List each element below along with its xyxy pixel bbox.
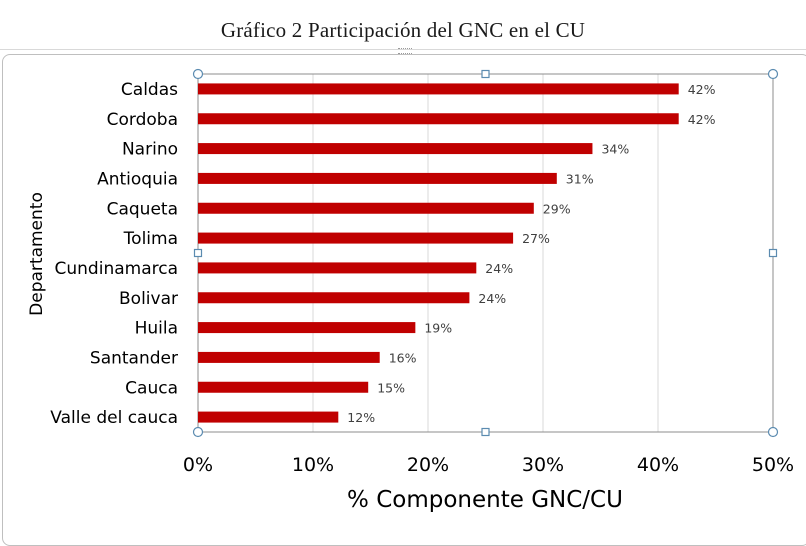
edge-handle[interactable] [193, 248, 203, 258]
x-tick-label: 50% [752, 454, 794, 476]
data-label: 15% [377, 380, 405, 395]
corner-handle[interactable] [192, 426, 204, 438]
bar[interactable] [198, 172, 557, 184]
data-label: 31% [566, 171, 594, 186]
category-label: Cauca [125, 378, 178, 398]
x-tick-label: 40% [637, 454, 679, 476]
corner-handle[interactable] [767, 68, 779, 80]
data-label: 42% [688, 112, 716, 127]
bars-group [198, 83, 679, 423]
bar[interactable] [198, 232, 514, 244]
x-tick-label: 10% [292, 454, 334, 476]
bar[interactable] [198, 202, 534, 214]
bar[interactable] [198, 143, 593, 155]
data-label: 27% [522, 231, 550, 246]
data-label: 42% [688, 82, 716, 97]
category-label: Huila [135, 319, 178, 339]
selection-handles[interactable] [192, 68, 779, 438]
category-label: Narino [122, 140, 178, 160]
data-label: 19% [424, 321, 452, 336]
plot-area-border[interactable] [197, 73, 774, 433]
edge-handle[interactable] [481, 69, 490, 79]
page-divider [0, 49, 806, 50]
bar[interactable] [198, 322, 416, 334]
figure-caption: Gráfico 2 Participación del GNC en el CU [220, 18, 586, 42]
x-axis-title: % Componente GNC/CU [347, 487, 623, 513]
bar[interactable] [198, 292, 470, 304]
x-tick-label: 30% [522, 454, 564, 476]
resize-grip-icon[interactable] [398, 48, 412, 54]
category-label: Cordoba [107, 110, 178, 130]
category-label: Bolivar [119, 289, 178, 309]
gridlines [312, 74, 659, 432]
category-label: Caldas [121, 80, 178, 100]
bar[interactable] [198, 262, 477, 274]
category-label: Antioquia [97, 169, 178, 189]
category-label: Tolima [123, 229, 178, 249]
corner-handle[interactable] [767, 426, 779, 438]
edge-handle[interactable] [481, 427, 490, 437]
x-tick-label: 20% [407, 454, 449, 476]
data-labels: 42% 42% 34% 31% 29% 27% 24% 24% 19% 16% 15%12% [347, 82, 715, 425]
category-label: Santander [90, 348, 178, 368]
bar[interactable] [198, 381, 369, 393]
category-label: Cundinamarca [55, 259, 178, 279]
bar[interactable] [198, 351, 380, 363]
corner-handle[interactable] [192, 68, 204, 80]
bar[interactable] [198, 411, 339, 423]
edge-handle[interactable] [768, 248, 778, 258]
x-tick-labels: 0% 10% 20% 30% 40% 50% [183, 454, 794, 476]
data-label: 12% [347, 410, 375, 425]
category-labels: Caldas Cordoba Narino Antioquia Caqueta Tolim… [50, 80, 178, 428]
bar[interactable] [198, 113, 679, 125]
data-label: 24% [478, 291, 506, 306]
data-label: 29% [543, 201, 571, 216]
category-label: Caqueta [107, 199, 178, 219]
bar[interactable] [198, 83, 679, 95]
data-label: 16% [389, 350, 417, 365]
data-label: 24% [485, 261, 513, 276]
category-label: Valle del cauca [50, 408, 178, 428]
x-tick-label: 0% [183, 454, 213, 476]
data-label: 34% [601, 142, 629, 157]
y-axis-title: Departamento [27, 192, 47, 316]
